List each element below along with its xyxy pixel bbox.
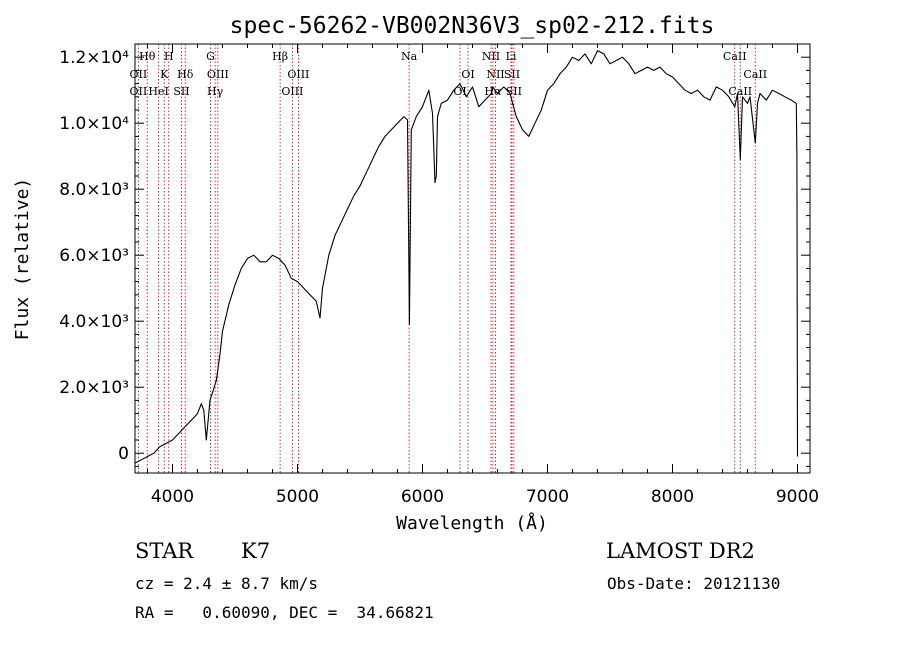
x-tick-label: 8000 xyxy=(651,487,694,507)
observation-date: Obs-Date: 20121130 xyxy=(607,574,781,593)
line-markers: OII OII Hθ HeI KH SII Hδ G Hγ OIII Hβ OIII OIII Na OI O… xyxy=(130,44,767,473)
line-marker-label: Hθ xyxy=(139,50,156,63)
line-marker-label: OIII xyxy=(207,68,229,81)
line-marker-label: Hα xyxy=(484,85,502,98)
x-tick-label: 9000 xyxy=(776,487,819,507)
line-marker-label: SII xyxy=(504,68,520,81)
series-layer xyxy=(134,50,799,464)
line-marker-label: CaII xyxy=(728,85,752,98)
sky-coordinates: RA = 0.60090, DEC = 34.66821 xyxy=(135,603,434,622)
object-class: STAR xyxy=(135,539,194,563)
line-marker-label: Li xyxy=(506,50,517,63)
plot-frame xyxy=(134,43,811,474)
line-marker-label: CaII xyxy=(743,68,767,81)
line-marker-label: Hδ xyxy=(177,68,194,81)
line-marker-label: OIII xyxy=(287,68,309,81)
line-marker-label: SII xyxy=(173,85,189,98)
x-tick-label: 5000 xyxy=(276,487,319,507)
y-tick-label: 0 xyxy=(118,444,129,464)
chart-title: spec-56262-VB002N36V3_sp02-212.fits xyxy=(230,13,715,39)
line-marker-label: Hγ xyxy=(207,85,224,98)
line-marker-label: Na xyxy=(401,50,418,63)
x-axis: 4000 5000 6000 7000 8000 9000 xyxy=(147,44,819,507)
line-marker-label: OIII xyxy=(281,85,303,98)
y-tick-label: 2.0×10³ xyxy=(59,378,129,398)
y-tick-label: 4.0×10³ xyxy=(59,312,129,332)
line-marker-label: NII xyxy=(482,50,500,63)
y-tick-label: 1.0×10⁴ xyxy=(59,114,129,134)
y-tick-label: 1.2×10⁴ xyxy=(59,48,129,68)
line-marker-label: G xyxy=(206,50,215,63)
line-marker-label: H xyxy=(164,50,174,63)
line-marker-label: OI xyxy=(453,85,466,98)
line-marker-label: OI xyxy=(461,68,474,81)
x-tick-label: 4000 xyxy=(151,487,194,507)
line-marker-label: CaII xyxy=(723,50,747,63)
y-tick-label: 8.0×10³ xyxy=(59,180,129,200)
line-marker-label: K xyxy=(160,68,169,81)
spectrum-line xyxy=(134,50,799,464)
object-subclass: K7 xyxy=(241,539,271,563)
line-marker-label: NII xyxy=(486,68,504,81)
line-marker-label: OII xyxy=(130,68,148,81)
y-tick-label: 6.0×10³ xyxy=(59,246,129,266)
y-axis-label: Flux (relative) xyxy=(12,178,33,341)
line-marker-label: Hβ xyxy=(272,50,288,63)
line-marker-label: OII xyxy=(130,85,148,98)
survey-name: LAMOST DR2 xyxy=(606,539,755,563)
x-tick-label: 7000 xyxy=(526,487,569,507)
line-marker-label: HeI xyxy=(148,85,168,98)
x-tick-label: 6000 xyxy=(401,487,444,507)
redshift-readout: cz = 2.4 ± 8.7 km/s xyxy=(135,574,319,593)
y-axis: 0 2.0×10³ 4.0×10³ 6.0×10³ 8.0×10³ 1.0×10⁴ 1.2×… xyxy=(59,43,810,467)
x-axis-label: Wavelength (Å) xyxy=(396,512,548,534)
